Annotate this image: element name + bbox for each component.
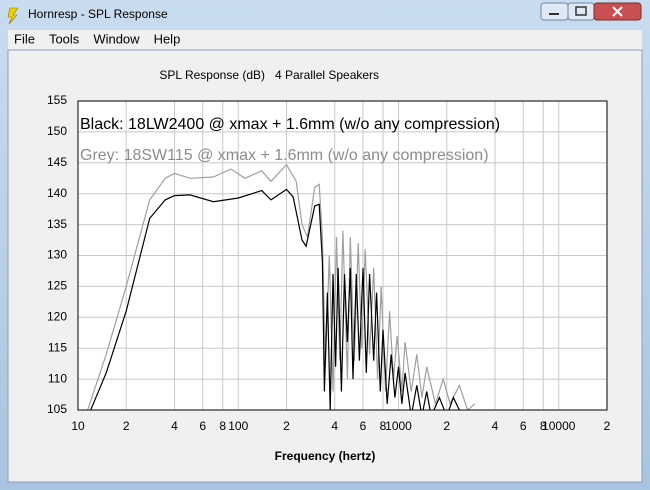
- y-tick-label: 155: [47, 93, 67, 107]
- x-tick-label: 2: [123, 419, 130, 433]
- x-tick-label: 100: [228, 419, 248, 433]
- menu-bar: [8, 30, 642, 50]
- x-tick-label: 1000: [385, 419, 412, 433]
- x-tick-label: 10: [71, 419, 85, 433]
- x-tick-label: 6: [520, 419, 527, 433]
- chart-title: SPL Response (dB): [159, 68, 265, 82]
- y-tick-label: 125: [47, 279, 67, 293]
- x-axis-label: Frequency (hertz): [275, 449, 376, 463]
- y-tick-label: 120: [47, 309, 67, 323]
- y-tick-label: 110: [48, 371, 67, 385]
- x-tick-label: 6: [199, 419, 206, 433]
- menu-item[interactable]: Tools: [49, 31, 80, 46]
- y-tick-label: 140: [47, 186, 67, 200]
- y-tick-label: 150: [47, 124, 67, 138]
- plot-border: [77, 100, 608, 411]
- menu-item[interactable]: Help: [154, 31, 181, 46]
- minimize-button[interactable]: [540, 2, 569, 21]
- menu-item[interactable]: Window: [93, 31, 140, 46]
- x-tick-label: 4: [171, 419, 178, 433]
- series-line: [87, 163, 476, 410]
- x-tick-label: 2: [443, 419, 450, 433]
- x-tick-label: 4: [331, 419, 338, 433]
- x-tick-label: 2: [283, 419, 290, 433]
- window-title: Hornresp - SPL Response: [28, 7, 168, 21]
- y-tick-label: 115: [48, 340, 67, 354]
- x-tick-label: 4: [492, 419, 499, 433]
- chart-subtitle: 4 Parallel Speakers: [275, 68, 379, 82]
- x-tick-label: 8: [380, 419, 387, 433]
- series-line: [90, 188, 460, 410]
- x-tick-label: 6: [360, 419, 367, 433]
- y-tick-label: 105: [47, 402, 67, 416]
- maximize-button[interactable]: [567, 2, 595, 21]
- app-icon: [7, 7, 19, 25]
- annotation: Black: 18LW2400 @ xmax + 1.6mm (w/o any …: [80, 116, 500, 133]
- y-tick-label: 135: [47, 217, 67, 231]
- maximize-icon: [575, 6, 587, 16]
- x-tick-label: 8: [219, 419, 226, 433]
- close-icon: [612, 6, 623, 17]
- menu-item[interactable]: File: [14, 31, 35, 46]
- x-tick-label: 2: [604, 419, 611, 433]
- y-tick-label: 145: [47, 155, 67, 169]
- x-tick-label: 10000: [542, 419, 576, 433]
- y-tick-label: 130: [47, 248, 67, 262]
- x-tick-label: 8: [540, 419, 547, 433]
- annotation: Grey: 18SW115 @ xmax + 1.6mm (w/o any co…: [80, 147, 489, 164]
